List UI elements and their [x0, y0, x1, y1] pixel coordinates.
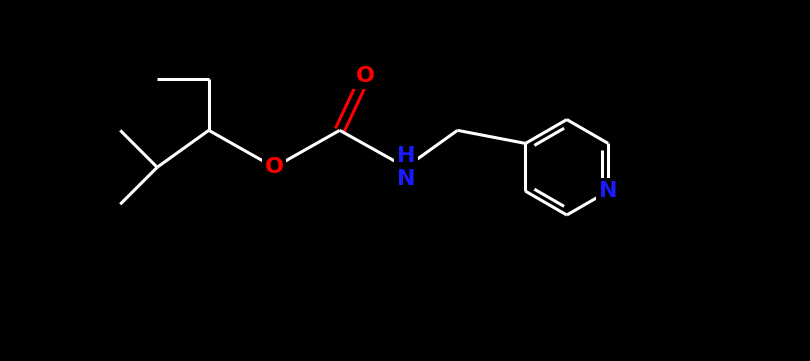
Text: O: O	[265, 157, 284, 177]
Text: O: O	[356, 66, 374, 86]
Text: H
N: H N	[397, 146, 416, 189]
Text: N: N	[599, 181, 617, 201]
